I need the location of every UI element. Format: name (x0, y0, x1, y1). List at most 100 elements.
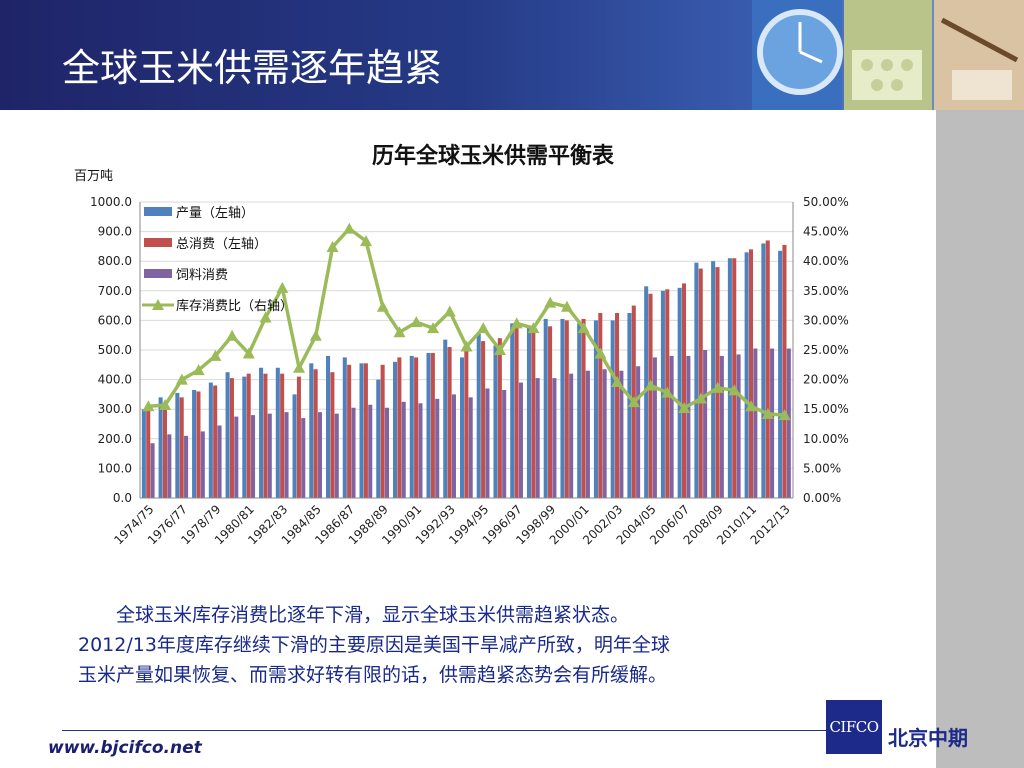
ratio-point-marker (644, 379, 657, 391)
bar-production (359, 363, 364, 498)
ratio-point-marker (694, 392, 707, 404)
bar-consumption (397, 357, 402, 498)
website-link[interactable]: www.bjcifco.net (48, 738, 202, 758)
bar-feed (636, 366, 641, 498)
page-title: 全球玉米供需逐年趋紧 (62, 46, 443, 90)
bar-feed (200, 431, 205, 498)
bar-production (493, 345, 498, 498)
bar-feed (619, 370, 624, 498)
bar-consumption (196, 391, 201, 498)
y2-tick-label: 25.00% (803, 343, 849, 357)
bar-feed (703, 350, 708, 498)
right-side-bar (936, 110, 1024, 768)
bar-feed (485, 388, 490, 498)
ratio-point-marker (678, 402, 691, 414)
ratio-point-marker (226, 329, 239, 341)
ratio-point-marker (544, 296, 557, 308)
bar-production (526, 327, 531, 498)
y-tick-label: 700.0 (98, 284, 132, 298)
ratio-point-marker (192, 364, 205, 376)
bar-consumption (765, 240, 770, 498)
legend-label: 库存消费比（右轴） (176, 298, 293, 314)
footer-divider (62, 730, 830, 731)
company-name: 北京中期 (888, 726, 968, 750)
bar-production (292, 394, 297, 498)
bar-consumption (447, 347, 452, 498)
bar-production (593, 320, 598, 498)
bar-feed (535, 378, 540, 498)
ratio-point-marker (460, 340, 473, 352)
bar-production (677, 287, 682, 498)
bar-production (242, 376, 247, 498)
bar-feed (418, 403, 423, 498)
bar-feed (669, 355, 674, 498)
analysis-line-3: 玉米产量如果恢复、而需求好转有限的话，供需趋紧态势会有所缓解。 (78, 664, 668, 686)
bar-consumption (464, 347, 469, 498)
ratio-point-marker (175, 373, 188, 385)
y2-tick-label: 40.00% (803, 254, 849, 268)
ratio-point-marker (427, 322, 440, 334)
y2-tick-label: 20.00% (803, 373, 849, 387)
ratio-point-marker (242, 347, 255, 359)
legend-marker-swatch (152, 299, 164, 310)
bar-consumption (213, 385, 218, 498)
bar-production (393, 361, 398, 498)
y-tick-label: 400.0 (98, 373, 132, 387)
y-tick-label: 200.0 (98, 432, 132, 446)
legend-swatch (144, 269, 172, 278)
y2-tick-label: 10.00% (803, 432, 849, 446)
bar-production (459, 357, 465, 498)
bar-feed (652, 357, 657, 498)
bar-feed (267, 413, 272, 498)
bar-production (694, 262, 699, 498)
y-axis-unit-label: 百万吨 (74, 169, 113, 184)
legend-swatch (144, 238, 172, 247)
bar-consumption (380, 364, 385, 498)
ratio-point-marker (510, 317, 523, 329)
bar-production (158, 397, 163, 498)
ratio-point-marker (393, 326, 406, 338)
ratio-point-marker (711, 381, 724, 393)
bar-production (409, 355, 414, 498)
bar-consumption (229, 378, 234, 498)
ratio-point-marker (477, 322, 490, 334)
ratio-point-marker (493, 344, 506, 355)
bar-consumption (782, 244, 787, 498)
bar-consumption (615, 313, 620, 498)
ratio-point-marker (745, 400, 758, 412)
bar-consumption (748, 249, 754, 498)
chart-title: 历年全球玉米供需平衡表 (372, 144, 615, 169)
bar-consumption (497, 338, 502, 498)
ratio-point-marker (761, 407, 774, 419)
y2-tick-label: 35.00% (803, 284, 849, 298)
ratio-point-marker (661, 386, 674, 398)
bar-feed (401, 401, 406, 498)
bar-production (259, 367, 264, 498)
ratio-point-marker (594, 347, 607, 359)
bar-consumption (548, 326, 553, 498)
bar-feed (719, 355, 724, 498)
bar-production (192, 389, 197, 498)
bar-feed (602, 369, 607, 498)
bar-feed (251, 415, 256, 498)
y-tick-label: 800.0 (98, 254, 132, 268)
ratio-point-marker (527, 322, 540, 334)
bar-production (309, 363, 314, 498)
bar-production (543, 318, 548, 498)
legend-swatch (144, 207, 172, 216)
bar-feed (384, 407, 390, 498)
ratio-point-marker (410, 316, 423, 328)
bar-production (711, 261, 716, 498)
ratio-point-marker (276, 281, 289, 293)
bar-feed (468, 397, 473, 498)
bar-feed (770, 348, 775, 498)
bar-production (744, 252, 749, 498)
bar-feed (518, 382, 523, 498)
analysis-line-2: 2012/13年度库存继续下滑的主要原因是美国干旱减产所致，明年全球 (78, 634, 670, 656)
bar-feed (435, 398, 440, 498)
y-tick-label: 1000.0 (90, 195, 132, 209)
bar-consumption (363, 363, 368, 498)
legend-label: 饲料消费 (176, 268, 228, 283)
bar-production (426, 352, 431, 498)
